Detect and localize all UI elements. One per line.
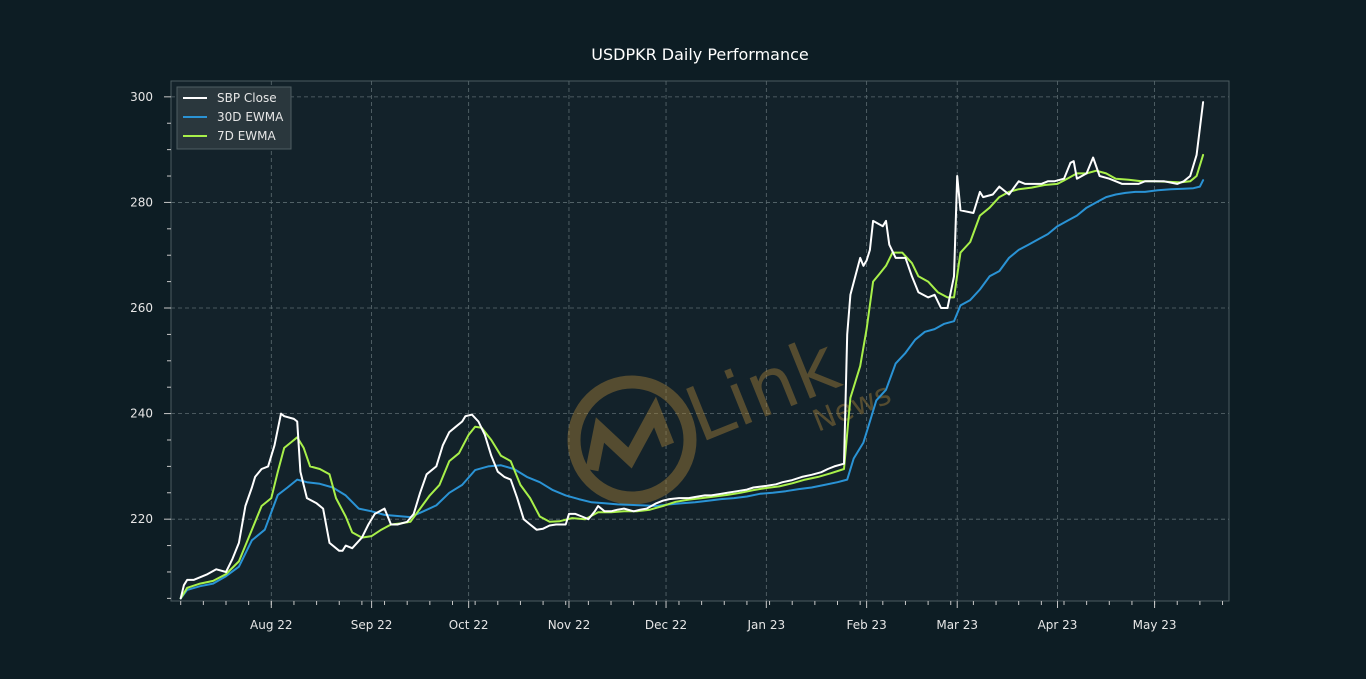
y-tick-label: 280: [130, 195, 153, 209]
x-tick-label: Jan 23: [747, 618, 786, 632]
legend: SBP Close 30D EWMA 7D EWMA: [176, 86, 292, 150]
series-line-7d-ewma: [179, 153, 1205, 600]
x-tick-label: Nov 22: [548, 618, 591, 632]
grid-lines: [171, 81, 1229, 601]
axes: 220 240 260 280 300 Aug 22 Sep 22 Oct 22 Nov 22 D…: [130, 90, 1224, 632]
link-news-logo-icon: [567, 375, 697, 505]
x-tick-label: Sep 22: [351, 618, 393, 632]
y-tick-label: 260: [130, 301, 153, 315]
legend-label-7d-ewma: 7D EWMA: [217, 129, 276, 143]
series-layer: [179, 101, 1205, 600]
y-tick-label: 240: [130, 407, 153, 421]
x-tick-label: Mar 23: [936, 618, 978, 632]
y-tick-label: 220: [130, 512, 153, 526]
legend-label-sbp-close: SBP Close: [217, 91, 277, 105]
y-tick-label: 300: [130, 90, 153, 104]
series-line-30d-ewma: [179, 179, 1205, 600]
legend-label-30d-ewma: 30D EWMA: [217, 110, 284, 124]
plot-area: [170, 80, 1230, 602]
x-tick-label: Dec 22: [645, 618, 687, 632]
x-tick-label: May 23: [1133, 618, 1177, 632]
series-line-sbp-close: [179, 101, 1205, 600]
x-tick-label: Oct 22: [449, 618, 489, 632]
x-tick-label: Apr 23: [1038, 618, 1078, 632]
chart-title: USDPKR Daily Performance: [591, 45, 809, 64]
x-tick-label: Aug 22: [250, 618, 293, 632]
x-tick-label: Feb 23: [846, 618, 886, 632]
